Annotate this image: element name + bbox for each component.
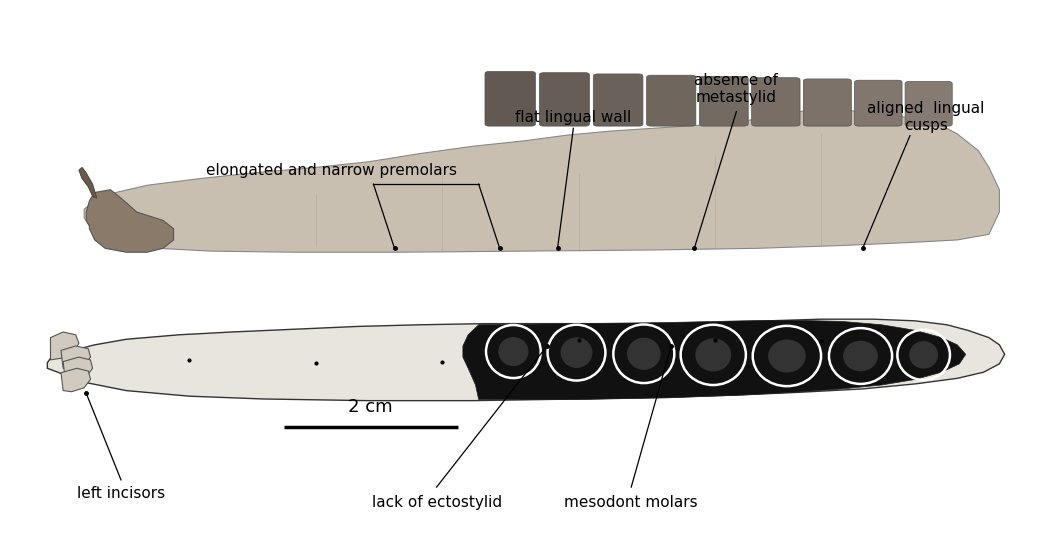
FancyBboxPatch shape <box>804 79 851 126</box>
Text: aligned  lingual
cusps: aligned lingual cusps <box>867 101 985 133</box>
FancyBboxPatch shape <box>854 80 902 126</box>
Polygon shape <box>47 319 1005 401</box>
Text: flat lingual wall: flat lingual wall <box>515 110 631 124</box>
Text: lack of ectostylid: lack of ectostylid <box>371 495 502 509</box>
Text: elongated and narrow premolars: elongated and narrow premolars <box>206 163 457 177</box>
FancyBboxPatch shape <box>700 76 748 126</box>
Ellipse shape <box>909 341 938 369</box>
Polygon shape <box>63 357 93 381</box>
FancyBboxPatch shape <box>647 75 695 126</box>
Text: left incisors: left incisors <box>77 487 165 501</box>
FancyBboxPatch shape <box>751 78 801 126</box>
Polygon shape <box>61 346 90 369</box>
Polygon shape <box>61 368 90 392</box>
Text: 2 cm: 2 cm <box>348 398 392 416</box>
Ellipse shape <box>561 337 592 368</box>
Ellipse shape <box>499 337 528 366</box>
Polygon shape <box>84 109 999 252</box>
Polygon shape <box>463 320 966 400</box>
FancyBboxPatch shape <box>540 73 589 126</box>
Ellipse shape <box>844 340 877 372</box>
Text: absence of
metastylid: absence of metastylid <box>694 73 778 105</box>
Ellipse shape <box>768 339 806 373</box>
Ellipse shape <box>627 338 661 370</box>
Polygon shape <box>50 332 79 360</box>
Polygon shape <box>79 167 97 198</box>
Polygon shape <box>86 190 174 252</box>
Ellipse shape <box>695 338 731 372</box>
FancyBboxPatch shape <box>905 81 952 126</box>
Text: mesodont molars: mesodont molars <box>564 495 699 509</box>
FancyBboxPatch shape <box>593 74 643 126</box>
FancyBboxPatch shape <box>485 71 535 126</box>
